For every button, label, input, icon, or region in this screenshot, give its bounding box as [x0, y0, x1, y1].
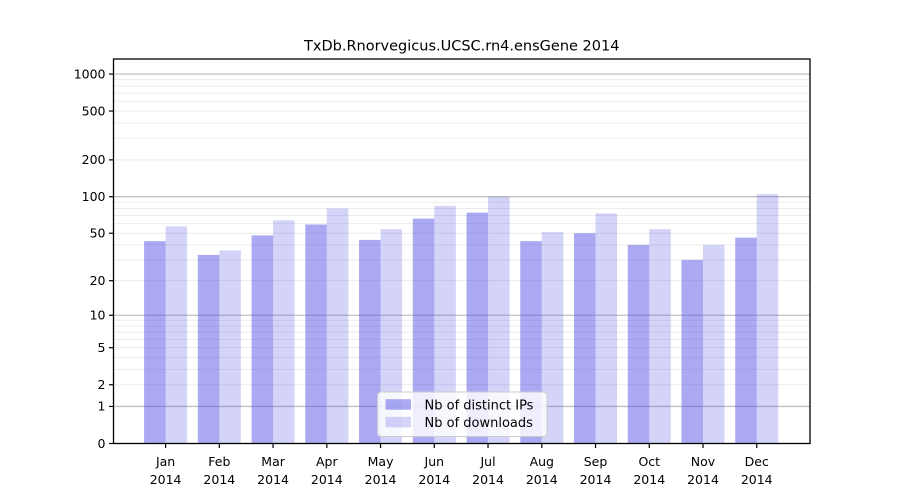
bar-distinct-ips-sep: [574, 233, 596, 444]
legend-swatch-distinct-ips: [385, 399, 411, 410]
x-tick-label-month: Jan: [155, 454, 175, 469]
plot-border: [112, 58, 811, 445]
x-tick-label-year: 2014: [580, 472, 612, 487]
bar-distinct-ips-jul: [466, 212, 489, 444]
bar-distinct-ips-oct: [627, 244, 650, 444]
y-tick-label: 10: [90, 308, 106, 323]
x-tick-label-year: 2014: [203, 472, 235, 487]
y-tick-label: 20: [90, 273, 106, 288]
legend-label-downloads: Nb of downloads: [425, 416, 534, 431]
bar-downloads-feb: [219, 250, 241, 444]
bar-downloads-jul: [488, 196, 510, 444]
x-tick-label-month: Apr: [316, 454, 338, 469]
y-tick-label: 1: [98, 399, 106, 414]
x-tick-label-month: Nov: [691, 454, 716, 469]
x-tick-label-month: May: [368, 454, 394, 469]
y-tick-label: 100: [82, 189, 106, 204]
bar-distinct-ips-mar: [251, 235, 274, 444]
x-tick-label-month: Sep: [584, 454, 608, 469]
x-tick-label-month: Jul: [479, 454, 495, 469]
bar-distinct-ips-jun: [412, 218, 435, 444]
x-tick-label-month: Jun: [424, 454, 445, 469]
bar-downloads-nov: [703, 244, 725, 444]
x-tick-label-year: 2014: [257, 472, 289, 487]
bar-distinct-ips-may: [359, 239, 381, 444]
legend-box: [377, 391, 548, 437]
bar-downloads-dec: [756, 194, 779, 444]
x-tick-label-month: Mar: [261, 454, 285, 469]
x-tick-label-year: 2014: [741, 472, 773, 487]
y-tick-label: 1000: [74, 66, 106, 81]
bar-distinct-ips-nov: [681, 259, 703, 444]
bar-downloads-mar: [273, 220, 295, 444]
chart-title: TxDb.Rnorvegicus.UCSC.rn4.ensGene 2014: [303, 39, 619, 55]
x-tick-label-month: Dec: [745, 454, 769, 469]
legend-swatch-downloads: [385, 416, 411, 428]
x-tick-label-year: 2014: [472, 472, 504, 487]
y-tick-label: 2: [98, 377, 106, 392]
bar-downloads-jan: [165, 226, 188, 444]
x-tick-label-year: 2014: [633, 472, 665, 487]
x-tick-label-year: 2014: [311, 472, 343, 487]
x-tick-label-month: Feb: [208, 454, 230, 469]
bar-downloads-may: [380, 229, 403, 444]
x-tick-label-year: 2014: [365, 472, 397, 487]
bar-downloads-apr: [326, 208, 349, 444]
x-tick-label-month: Oct: [638, 454, 660, 469]
y-tick-label: 0: [98, 436, 106, 451]
y-tick-label: 500: [82, 103, 106, 118]
bar-downloads-sep: [595, 213, 618, 444]
bar-distinct-ips-apr: [305, 224, 327, 444]
x-tick-label-year: 2014: [418, 472, 450, 487]
x-tick-label-year: 2014: [150, 472, 182, 487]
bar-distinct-ips-jan: [144, 241, 166, 444]
bar-distinct-ips-dec: [735, 237, 757, 444]
bar-downloads-aug: [541, 232, 564, 444]
x-tick-label-year: 2014: [526, 472, 558, 487]
x-tick-label-month: Aug: [530, 454, 554, 469]
y-tick-label: 200: [82, 152, 106, 167]
bar-downloads-oct: [649, 229, 671, 444]
bar-distinct-ips-feb: [197, 254, 220, 444]
x-tick-label-year: 2014: [687, 472, 719, 487]
bar-downloads-jun: [434, 205, 456, 444]
legend-label-distinct-ips: Nb of distinct IPs: [425, 399, 534, 414]
y-tick-label: 5: [98, 340, 106, 355]
y-tick-label: 50: [90, 226, 106, 241]
